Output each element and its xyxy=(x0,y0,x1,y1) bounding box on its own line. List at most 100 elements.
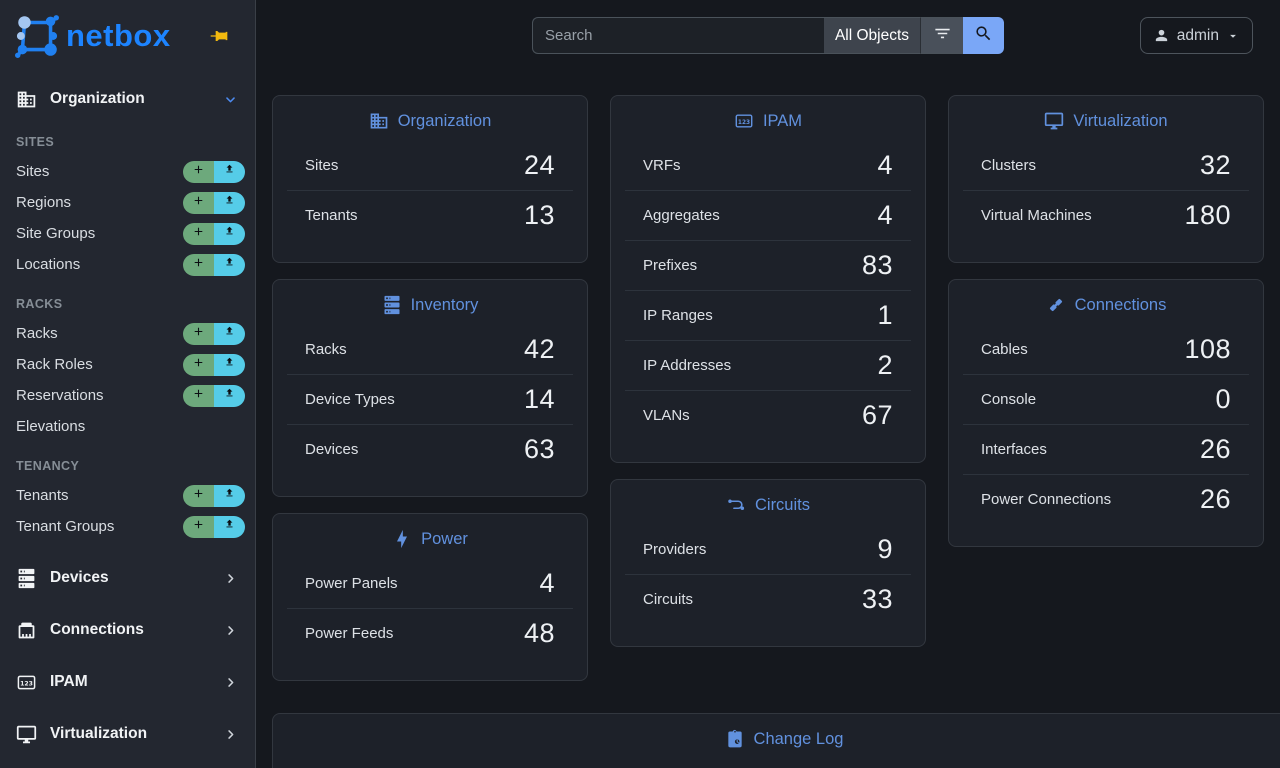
upload-icon xyxy=(223,256,236,273)
sidebar-item-tenants[interactable]: Tenants xyxy=(0,480,255,511)
sidebar-item-label: Organization xyxy=(50,90,145,107)
add-button[interactable] xyxy=(183,515,214,538)
stat-row-devices[interactable]: Devices 63 xyxy=(287,424,573,474)
import-button[interactable] xyxy=(214,191,245,214)
search-input[interactable] xyxy=(532,17,824,54)
stat-value: 24 xyxy=(523,149,555,180)
import-button[interactable] xyxy=(214,353,245,376)
import-button[interactable] xyxy=(214,484,245,507)
stat-row-device-types[interactable]: Device Types 14 xyxy=(287,374,573,424)
card-header: Virtualization xyxy=(949,96,1263,140)
sidebar-item-site-groups[interactable]: Site Groups xyxy=(0,218,255,249)
add-button[interactable] xyxy=(183,191,214,214)
upload-icon xyxy=(223,163,236,180)
stat-label: Power Feeds xyxy=(305,625,394,642)
sidebar-item-rack-roles[interactable]: Rack Roles xyxy=(0,349,255,380)
import-button[interactable] xyxy=(214,515,245,538)
netbox-logo[interactable]: netbox xyxy=(12,11,171,61)
sidebar-item-label: Elevations xyxy=(16,418,86,435)
card-title: IPAM xyxy=(762,111,803,130)
import-button[interactable] xyxy=(214,160,245,183)
filter-icon xyxy=(933,24,952,48)
stat-row-ip-addresses[interactable]: IP Addresses 2 xyxy=(625,340,911,390)
stat-value: 13 xyxy=(523,200,555,230)
search-icon xyxy=(974,24,993,48)
add-button[interactable] xyxy=(183,484,214,507)
card-header: Connections xyxy=(949,280,1263,324)
sidebar-item-organization[interactable]: Organization xyxy=(0,80,255,118)
search-scope-dropdown[interactable]: All Objects xyxy=(824,17,920,54)
import-button[interactable] xyxy=(214,322,245,345)
sidebar-item-sites[interactable]: Sites xyxy=(0,156,255,187)
sidebar-item-connections[interactable]: Connections xyxy=(0,604,255,656)
dashboard-column: Organization Sites 24 Tenants 13 Inventory Rac… xyxy=(272,95,588,681)
sidebar-item-elevations[interactable]: Elevations xyxy=(0,411,255,442)
stat-row-power-panels[interactable]: Power Panels 4 xyxy=(287,558,573,608)
add-button[interactable] xyxy=(183,160,214,183)
card-header: Organization xyxy=(273,96,587,140)
sidebar-item-reservations[interactable]: Reservations xyxy=(0,380,255,411)
monitor-icon xyxy=(16,724,37,745)
sidebar-item-tenant-groups[interactable]: Tenant Groups xyxy=(0,511,255,542)
filter-button[interactable] xyxy=(920,17,963,54)
card-title: Virtualization xyxy=(1073,111,1168,130)
stat-value: 2 xyxy=(877,350,893,380)
chevron-right-icon xyxy=(222,570,239,587)
stat-row-console[interactable]: Console 0 xyxy=(963,374,1249,424)
pin-sidebar-icon[interactable] xyxy=(209,26,229,46)
cable-icon xyxy=(1046,295,1066,315)
import-button[interactable] xyxy=(214,253,245,276)
add-button[interactable] xyxy=(183,384,214,407)
upload-icon xyxy=(223,487,236,504)
stat-row-racks[interactable]: Racks 42 xyxy=(287,324,573,374)
stat-value: 4 xyxy=(877,200,893,230)
search-button[interactable] xyxy=(963,17,1004,54)
stat-row-clusters[interactable]: Clusters 32 xyxy=(963,140,1249,190)
stat-row-interfaces[interactable]: Interfaces 26 xyxy=(963,424,1249,474)
sidebar-item-regions[interactable]: Regions xyxy=(0,187,255,218)
monitor-icon xyxy=(1044,111,1064,131)
stat-label: Console xyxy=(981,391,1037,408)
stat-row-prefixes[interactable]: Prefixes 83 xyxy=(625,240,911,290)
clipboard-clock-icon xyxy=(725,729,745,749)
stat-row-circuits[interactable]: Circuits 33 xyxy=(625,574,911,624)
chevron-down-icon xyxy=(222,91,239,108)
upload-icon xyxy=(223,518,236,535)
sidebar-item-racks[interactable]: Racks xyxy=(0,318,255,349)
stat-row-power-connections[interactable]: Power Connections 26 xyxy=(963,474,1249,524)
stat-row-providers[interactable]: Providers 9 xyxy=(625,524,911,574)
server-icon xyxy=(16,568,37,589)
global-search: All Objects xyxy=(532,17,1004,54)
add-button[interactable] xyxy=(183,322,214,345)
import-button[interactable] xyxy=(214,384,245,407)
card-title: Power xyxy=(421,529,468,548)
stat-label: Sites xyxy=(305,156,339,174)
section-heading-sites: SITES xyxy=(16,135,55,149)
stat-row-aggregates[interactable]: Aggregates 4 xyxy=(625,190,911,240)
stat-value: 63 xyxy=(523,434,555,464)
stat-row-vrfs[interactable]: VRFs 4 xyxy=(625,140,911,190)
stat-label: Devices xyxy=(305,441,359,458)
user-menu-button[interactable]: admin xyxy=(1139,17,1253,54)
stat-row-tenants[interactable]: Tenants 13 xyxy=(287,190,573,240)
sidebar: netbox Organization SITES Sites Regions Site… xyxy=(0,0,256,768)
sidebar-item-label: Reservations xyxy=(16,387,104,404)
add-button[interactable] xyxy=(183,353,214,376)
stat-row-power-feeds[interactable]: Power Feeds 48 xyxy=(287,608,573,658)
sidebar-item-devices[interactable]: Devices xyxy=(0,552,255,604)
sidebar-item-virtualization[interactable]: Virtualization xyxy=(0,708,255,760)
add-button[interactable] xyxy=(183,222,214,245)
plus-icon xyxy=(192,325,205,342)
import-button[interactable] xyxy=(214,222,245,245)
stat-row-vlans[interactable]: VLANs 67 xyxy=(625,390,911,440)
sidebar-item-locations[interactable]: Locations xyxy=(0,249,255,280)
add-button[interactable] xyxy=(183,253,214,276)
card-header: Circuits xyxy=(611,480,925,524)
stat-row-sites[interactable]: Sites 24 xyxy=(287,140,573,190)
stat-label: IP Ranges xyxy=(643,307,713,324)
sidebar-item-label: Devices xyxy=(50,569,109,586)
stat-row-virtual-machines[interactable]: Virtual Machines 180 xyxy=(963,190,1249,240)
stat-row-cables[interactable]: Cables 108 xyxy=(963,324,1249,374)
stat-row-ip-ranges[interactable]: IP Ranges 1 xyxy=(625,290,911,340)
sidebar-item-ipam[interactable]: 123 IPAM xyxy=(0,656,255,708)
